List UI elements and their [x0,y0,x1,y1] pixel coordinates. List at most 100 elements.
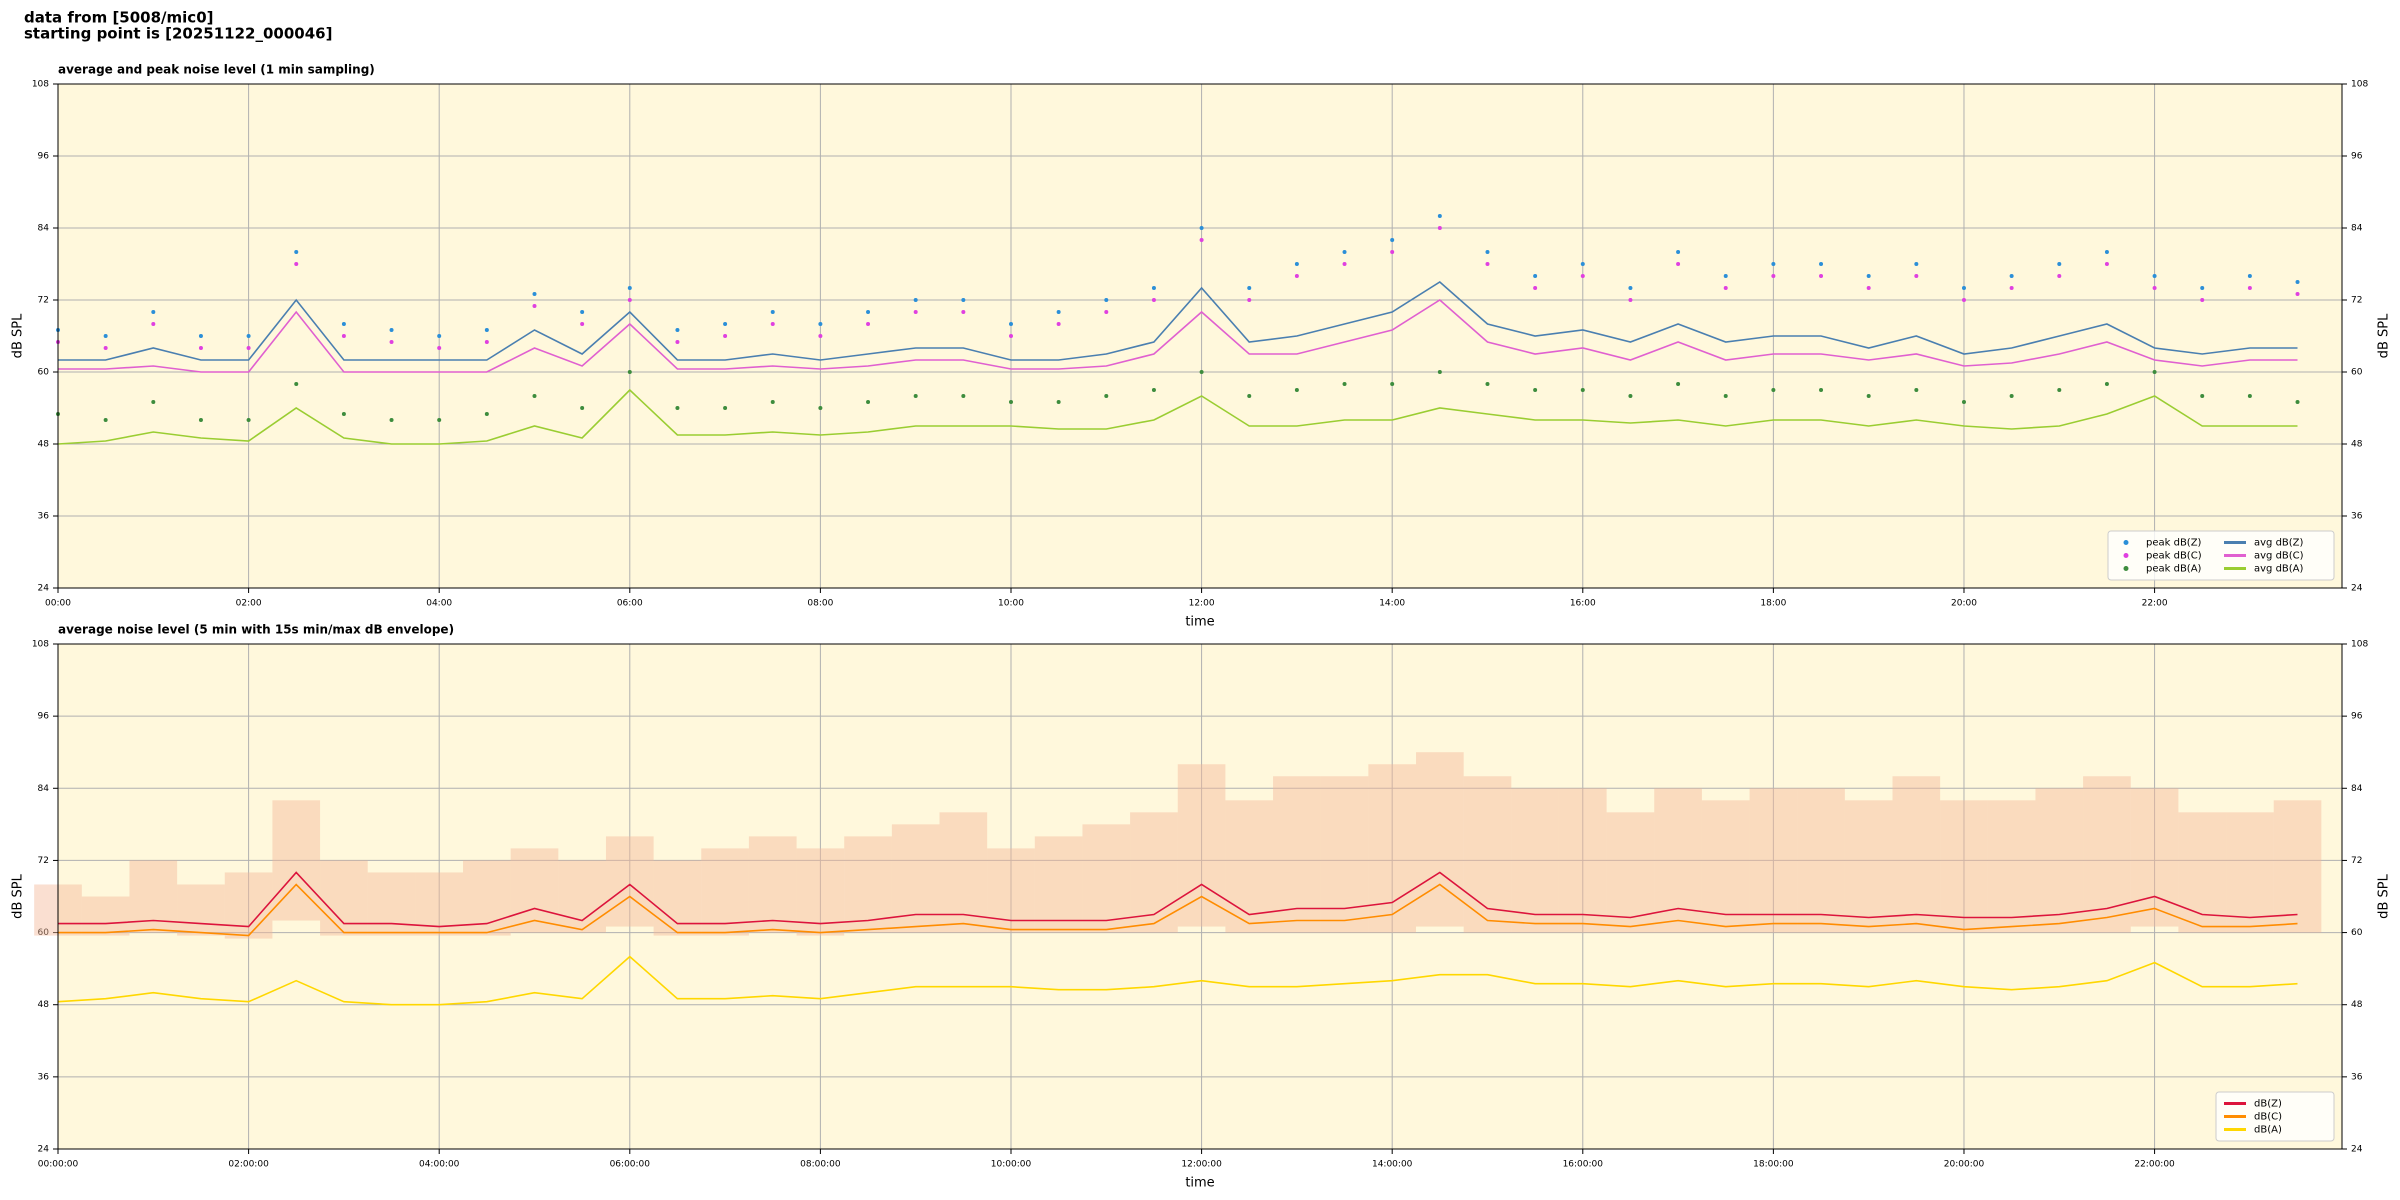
peak-dot [389,418,394,422]
legend-marker [2123,553,2129,558]
x-tick-label: 22:00 [2142,599,2168,609]
y-tick-label: 72 [2351,856,2362,866]
envelope-bar [1368,764,1417,933]
y-axis-label: dB SPL [2377,313,2392,358]
y-tick-label: 24 [2351,1145,2363,1155]
y-tick-label: 72 [38,856,49,866]
x-tick-label: 06:00 [617,599,643,609]
peak-dot [1342,262,1347,266]
peak-dot [2152,274,2157,278]
plot-background [58,84,2342,588]
envelope-bar [844,836,892,933]
envelope-bar [605,836,654,927]
peak-dot [2104,250,2109,254]
envelope-bar [1416,752,1464,927]
envelope-bar [701,848,749,936]
y-tick-label: 108 [32,640,49,650]
envelope-bar [1463,776,1512,933]
peak-dot [866,310,871,314]
peak-dot [1294,388,1299,392]
peak-dot [2295,280,2300,284]
peak-dot [866,400,871,404]
peak-dot [1008,400,1013,404]
x-tick-label: 20:00:00 [1944,1160,1985,1170]
peak-dot [1533,274,1538,278]
legend-box [2107,530,2335,581]
peak-dot [198,346,203,350]
peak-dot [151,400,156,404]
peak-dot [294,250,299,254]
y-tick-label: 48 [2351,1000,2363,1010]
header-line: data from [5008/mic0] [24,9,214,27]
y-tick-label: 24 [2351,584,2363,594]
peak-dot [1485,262,1490,266]
x-tick-label: 02:00:00 [228,1160,269,1170]
x-tick-label: 18:00 [1760,599,1786,609]
peak-dot [1008,334,1013,338]
peak-dot [1914,388,1919,392]
envelope-bar [1797,788,1845,933]
peak-dot [1676,262,1681,266]
peak-dot [1628,298,1633,302]
y-tick-label: 84 [38,784,50,794]
envelope-bar [177,884,225,936]
header-line: starting point is [20251122_000046] [24,25,332,43]
peak-dot [103,334,108,338]
peak-dot [1866,274,1871,278]
series-line [58,281,2298,361]
series-line [58,883,2298,937]
x-tick-label: 10:00 [998,599,1024,609]
peak-dot [723,322,728,326]
peak-dot [198,334,203,338]
envelope-bar [558,860,606,933]
peak-dot [103,418,108,422]
peak-dot [818,406,823,410]
peak-dot [1914,262,1919,266]
envelope-bar [1987,800,2036,933]
envelope-bar [1511,788,1559,933]
peak-dot [961,394,966,398]
legend-label: avg dB(C) [2254,551,2304,562]
peak-dot [2200,394,2205,398]
peak-dot [1819,262,1824,266]
peak-dot [1771,262,1776,266]
peak-dot [341,412,346,416]
peak-dot [1390,238,1395,242]
peak-dot [1580,388,1585,392]
x-tick-label: 12:00:00 [1181,1160,1222,1170]
peak-dot [1247,298,1252,302]
peak-dot [1676,382,1681,386]
peak-dot [1247,394,1252,398]
y-tick-label: 84 [38,224,50,234]
peak-dot [1342,250,1347,254]
legend-marker [2123,540,2129,545]
plot-area [34,752,2322,1006]
peak-dot [1961,298,1966,302]
peak-dot [341,334,346,338]
y-tick-label: 60 [2351,928,2363,938]
peak-dot [2009,286,2014,290]
peak-dot [1961,286,1966,290]
peak-dot [2200,298,2205,302]
peak-dot [1056,322,1061,326]
peak-dot [1914,274,1919,278]
legend-label: peak dB(Z) [2146,538,2202,549]
x-tick-label: 14:00:00 [1372,1160,1413,1170]
y-tick-label: 72 [38,296,49,306]
envelope-bar [1558,788,1607,933]
peak-dot [2295,292,2300,296]
envelope-bar [2226,812,2274,933]
peak-dot [2057,262,2062,266]
y-tick-label: 72 [2351,296,2362,306]
y-axis-label: dB SPL [2377,873,2392,918]
legend-label: peak dB(C) [2146,551,2202,562]
y-tick-label: 36 [38,1072,50,1082]
envelope-bar [2130,788,2179,927]
peak-dot [1628,394,1633,398]
peak-dot [818,322,823,326]
peak-dot [2200,286,2205,290]
x-tick-label: 22:00:00 [2134,1160,2175,1170]
y-tick-label: 36 [2351,512,2363,522]
peak-dot [151,322,156,326]
peak-dot [2104,382,2109,386]
